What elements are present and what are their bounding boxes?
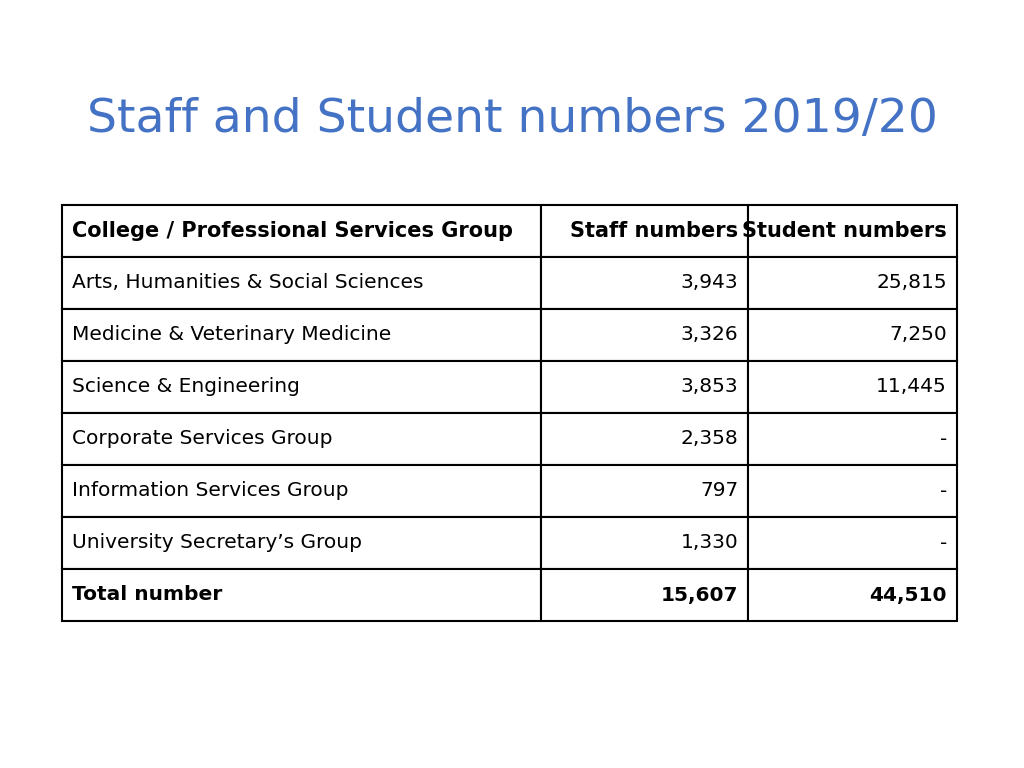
Text: 15,607: 15,607: [660, 585, 738, 604]
Bar: [62, 413, 541, 465]
Bar: [541, 465, 749, 517]
Text: College / Professional Services Group: College / Professional Services Group: [72, 221, 513, 241]
Text: Information Services Group: Information Services Group: [72, 482, 348, 501]
Text: Staff numbers: Staff numbers: [570, 221, 738, 241]
Bar: [749, 257, 957, 309]
Text: 797: 797: [700, 482, 738, 501]
Bar: [62, 569, 541, 621]
Text: 3,943: 3,943: [681, 273, 738, 293]
Bar: [62, 257, 541, 309]
Text: 1,330: 1,330: [681, 534, 738, 552]
Bar: [541, 569, 749, 621]
Bar: [541, 205, 749, 257]
Text: Student numbers: Student numbers: [742, 221, 947, 241]
Bar: [541, 517, 749, 569]
Bar: [749, 309, 957, 361]
Text: 11,445: 11,445: [877, 378, 947, 396]
Bar: [749, 465, 957, 517]
Bar: [541, 257, 749, 309]
Bar: [62, 465, 541, 517]
Bar: [62, 205, 541, 257]
Text: 25,815: 25,815: [877, 273, 947, 293]
Text: University Secretary’s Group: University Secretary’s Group: [72, 534, 362, 552]
Text: 2,358: 2,358: [681, 429, 738, 449]
Bar: [541, 413, 749, 465]
Text: Medicine & Veterinary Medicine: Medicine & Veterinary Medicine: [72, 326, 391, 345]
Text: 44,510: 44,510: [869, 585, 947, 604]
Text: -: -: [940, 429, 947, 449]
Bar: [749, 413, 957, 465]
Text: -: -: [940, 534, 947, 552]
Text: Total number: Total number: [72, 585, 222, 604]
Text: 3,853: 3,853: [681, 378, 738, 396]
Bar: [541, 309, 749, 361]
Text: 7,250: 7,250: [889, 326, 947, 345]
Text: Arts, Humanities & Social Sciences: Arts, Humanities & Social Sciences: [72, 273, 424, 293]
Bar: [749, 361, 957, 413]
Bar: [541, 361, 749, 413]
Bar: [62, 309, 541, 361]
Text: Corporate Services Group: Corporate Services Group: [72, 429, 333, 449]
Bar: [62, 517, 541, 569]
Bar: [62, 361, 541, 413]
Text: Staff and Student numbers 2019/20: Staff and Student numbers 2019/20: [87, 98, 937, 143]
Bar: [749, 205, 957, 257]
Text: -: -: [940, 482, 947, 501]
Bar: [749, 569, 957, 621]
Text: Science & Engineering: Science & Engineering: [72, 378, 300, 396]
Bar: [749, 517, 957, 569]
Text: 3,326: 3,326: [681, 326, 738, 345]
